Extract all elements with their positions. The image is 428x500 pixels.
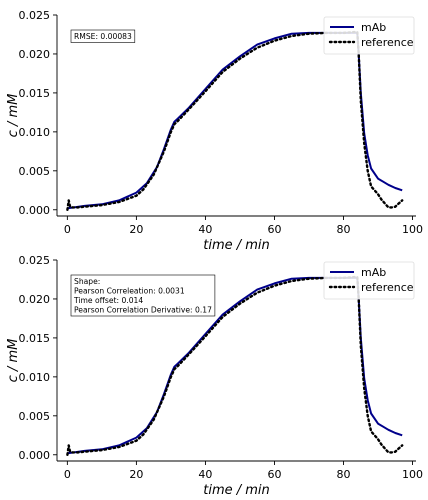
subplot-2: 0.000 0.005 0.010 0.015 0.020 0.025 0 20 40 60 80 1… xyxy=(6,254,423,498)
y-tick-label: 0.015 xyxy=(19,87,51,100)
y-tick-label: 0.000 xyxy=(19,204,51,217)
y-tick-label: 0.010 xyxy=(19,126,51,139)
legend: mAb reference xyxy=(323,261,415,300)
annotation-box: RMSE: 0.00083 xyxy=(70,29,136,43)
x-tick-label: 60 xyxy=(267,468,281,481)
x-axis-label: time / min xyxy=(203,238,270,253)
legend-label: mAb xyxy=(361,21,386,34)
x-tick-label: 80 xyxy=(337,223,351,236)
x-tick-label: 100 xyxy=(402,468,423,481)
annotation-frame xyxy=(70,29,136,43)
y-tick-label: 0.010 xyxy=(19,371,51,384)
y-tick-label: 0.005 xyxy=(19,410,51,423)
legend-label: reference xyxy=(361,36,414,49)
x-tick-label: 20 xyxy=(129,468,143,481)
y-tick-label: 0.015 xyxy=(19,332,51,345)
x-tick-label: 80 xyxy=(337,468,351,481)
series-line-reference xyxy=(66,30,404,211)
y-tick-label: 0.025 xyxy=(19,254,51,267)
annotation-line: Pearson Correlation Derivative: 0.17 xyxy=(74,306,212,315)
x-tick-label: 60 xyxy=(267,223,281,236)
x-tick-label: 40 xyxy=(198,468,212,481)
x-tick-label: 40 xyxy=(198,223,212,236)
series-line-mAb xyxy=(67,31,403,210)
x-tick-label: 20 xyxy=(129,223,143,236)
subplot-1: 0.000 0.005 0.010 0.015 0.020 0.025 0 20 40 60 80 1… xyxy=(6,9,423,253)
y-axis-label: c / mM xyxy=(6,339,21,383)
x-tick-label: 0 xyxy=(64,223,71,236)
annotation-frame xyxy=(70,274,216,317)
x-tick-label: 0 xyxy=(64,468,71,481)
y-tick-label: 0.020 xyxy=(19,48,51,61)
x-tick-label: 100 xyxy=(402,223,423,236)
x-axis-label: time / min xyxy=(203,483,270,498)
series-line-reference xyxy=(66,275,404,456)
legend: mAb reference xyxy=(323,16,415,55)
legend-label: mAb xyxy=(361,266,386,279)
y-axis-label: c / mM xyxy=(6,94,21,138)
annotation-line: Shape: xyxy=(74,277,100,286)
y-tick-label: 0.020 xyxy=(19,293,51,306)
series-line-mAb xyxy=(67,276,403,455)
y-tick-label: 0.025 xyxy=(19,9,51,22)
legend-label: reference xyxy=(361,281,414,294)
annotation-line: Time offset: 0.014 xyxy=(73,296,143,305)
annotation-line: Pearson Correleation: 0.0031 xyxy=(74,287,185,296)
y-tick-label: 0.000 xyxy=(19,449,51,462)
annotation-line: RMSE: 0.00083 xyxy=(74,32,132,41)
y-tick-label: 0.005 xyxy=(19,165,51,178)
